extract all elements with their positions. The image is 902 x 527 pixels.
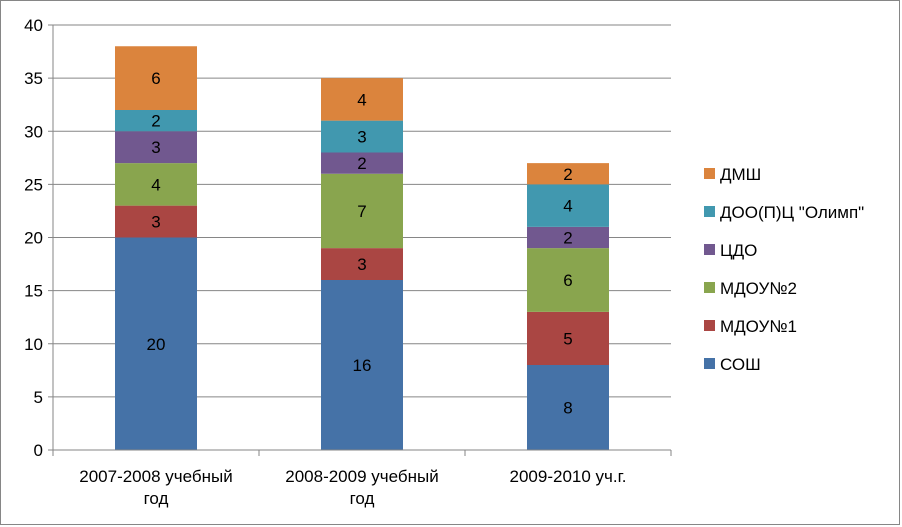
legend-label: МДОУ№1 bbox=[720, 317, 797, 336]
data-label: 3 bbox=[151, 213, 160, 232]
y-tick-label: 5 bbox=[34, 388, 43, 407]
bar-segment bbox=[527, 226, 609, 249]
x-category-line: 2009-2010 уч.г. bbox=[510, 467, 627, 486]
bar-segment bbox=[527, 311, 609, 365]
legend-swatch bbox=[704, 320, 715, 331]
legend-label: МДОУ№2 bbox=[720, 279, 797, 298]
x-category-label: 2008-2009 учебный год bbox=[285, 467, 438, 508]
data-label: 16 bbox=[353, 356, 372, 375]
legend-label: ДМШ bbox=[720, 165, 761, 184]
x-category-line: год bbox=[350, 489, 375, 508]
data-label: 2 bbox=[563, 165, 572, 184]
bar-segment bbox=[527, 248, 609, 312]
x-category-line: 2008-2009 учебный bbox=[285, 467, 438, 486]
y-tick-label: 25 bbox=[24, 175, 43, 194]
bar-segment bbox=[321, 152, 403, 174]
data-label: 3 bbox=[357, 255, 366, 274]
legend: ДМШ ДОО(П)Ц "Олимп" ЦДО МДОУ№2 МДОУ№1 СОШ bbox=[704, 165, 864, 374]
bars bbox=[115, 46, 609, 450]
data-label: 2 bbox=[357, 154, 366, 173]
x-category-label: 2007-2008 учебный год bbox=[79, 467, 232, 508]
legend-label: СОШ bbox=[720, 355, 761, 374]
data-label: 4 bbox=[563, 197, 572, 216]
data-label: 5 bbox=[563, 329, 572, 348]
bar-segment bbox=[527, 365, 609, 450]
bar-segment bbox=[321, 280, 403, 450]
y-tick-label: 10 bbox=[24, 335, 43, 354]
data-label: 2 bbox=[563, 229, 572, 248]
y-tick-label: 35 bbox=[24, 69, 43, 88]
bar-segment bbox=[115, 205, 197, 238]
data-labels: 20 3 4 3 2 6 16 3 7 2 3 4 8 5 6 2 4 2 bbox=[147, 69, 573, 417]
x-category-line: 2007-2008 учебный bbox=[79, 467, 232, 486]
legend-swatch bbox=[704, 206, 715, 217]
legend-swatch bbox=[704, 358, 715, 369]
data-label: 4 bbox=[151, 175, 160, 194]
legend-swatch bbox=[704, 244, 715, 255]
data-label: 2 bbox=[151, 112, 160, 131]
data-label: 20 bbox=[147, 335, 166, 354]
x-category-line: год bbox=[144, 489, 169, 508]
bar-segment bbox=[115, 110, 197, 132]
data-label: 7 bbox=[357, 202, 366, 221]
y-tick-label: 30 bbox=[24, 122, 43, 141]
data-label: 6 bbox=[563, 271, 572, 290]
bar-segment bbox=[321, 248, 403, 280]
y-tick-label: 40 bbox=[24, 16, 43, 35]
x-axis: 2007-2008 учебный год 2008-2009 учебный год… bbox=[52, 449, 672, 508]
data-label: 8 bbox=[563, 399, 572, 418]
data-label: 3 bbox=[357, 128, 366, 147]
bar-segment bbox=[321, 78, 403, 121]
bar-segment bbox=[321, 120, 403, 153]
bar-segment bbox=[321, 173, 403, 249]
y-tick-label: 15 bbox=[24, 282, 43, 301]
y-axis: 0 5 10 15 20 25 30 35 40 bbox=[24, 16, 54, 460]
x-category-label: 2009-2010 уч.г. bbox=[510, 467, 627, 486]
legend-swatch bbox=[704, 282, 715, 293]
data-label: 6 bbox=[151, 69, 160, 88]
bar-segment bbox=[115, 163, 197, 206]
legend-label: ЦДО bbox=[720, 241, 757, 260]
bar-segment bbox=[115, 131, 197, 164]
y-tick-label: 0 bbox=[34, 441, 43, 460]
bar-segment bbox=[115, 46, 197, 110]
legend-label: ДОО(П)Ц "Олимп" bbox=[720, 203, 864, 222]
bar-segment bbox=[115, 237, 197, 450]
data-label: 3 bbox=[151, 138, 160, 157]
bar-segment bbox=[527, 184, 609, 227]
data-label: 4 bbox=[357, 90, 366, 109]
bar-segment bbox=[527, 163, 609, 185]
y-tick-label: 20 bbox=[24, 229, 43, 248]
legend-swatch bbox=[704, 168, 715, 179]
